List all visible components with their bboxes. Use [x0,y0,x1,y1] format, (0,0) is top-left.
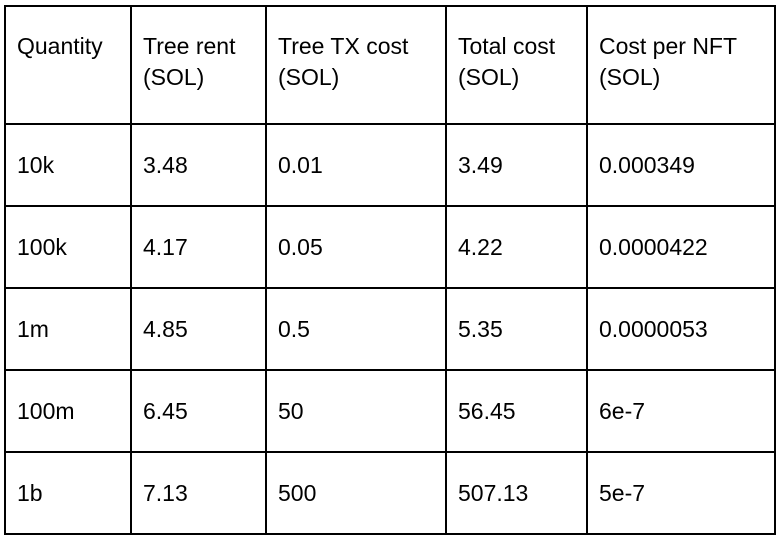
cell-total-cost: 3.49 [445,123,588,207]
header-cost-per-nft: Cost per NFT (SOL) [586,5,776,125]
cell-quantity: 10k [4,123,132,207]
table-row: 1b 7.13 500 507.13 5e-7 [4,451,776,535]
cell-tree-rent: 7.13 [130,451,267,535]
cell-quantity: 100k [4,205,132,289]
cell-cost-per-nft: 5e-7 [586,451,776,535]
cell-cost-per-nft: 0.0000053 [586,287,776,371]
cell-tree-tx-cost: 0.01 [265,123,447,207]
cell-tree-tx-cost: 500 [265,451,447,535]
cell-quantity: 1b [4,451,132,535]
cell-cost-per-nft: 0.0000422 [586,205,776,289]
cost-table: Quantity Tree rent (SOL) Tree TX cost (SOL… [4,5,776,535]
cell-tree-rent: 4.85 [130,287,267,371]
cell-tree-tx-cost: 0.5 [265,287,447,371]
cell-cost-per-nft: 0.000349 [586,123,776,207]
cell-quantity: 1m [4,287,132,371]
table-row: 10k 3.48 0.01 3.49 0.000349 [4,123,776,207]
cell-tree-tx-cost: 0.05 [265,205,447,289]
table-row: 100m 6.45 50 56.45 6e-7 [4,369,776,453]
cell-quantity: 100m [4,369,132,453]
table-row: 100k 4.17 0.05 4.22 0.0000422 [4,205,776,289]
table-row: 1m 4.85 0.5 5.35 0.0000053 [4,287,776,371]
header-quantity: Quantity [4,5,132,125]
header-row: Quantity Tree rent (SOL) Tree TX cost (SOL… [4,5,776,125]
cell-cost-per-nft: 6e-7 [586,369,776,453]
cell-tree-rent: 3.48 [130,123,267,207]
cell-total-cost: 5.35 [445,287,588,371]
cell-total-cost: 507.13 [445,451,588,535]
cell-total-cost: 4.22 [445,205,588,289]
header-tree-rent: Tree rent (SOL) [130,5,267,125]
cell-total-cost: 56.45 [445,369,588,453]
cell-tree-rent: 4.17 [130,205,267,289]
cell-tree-rent: 6.45 [130,369,267,453]
cell-tree-tx-cost: 50 [265,369,447,453]
header-tree-tx-cost: Tree TX cost (SOL) [265,5,447,125]
header-total-cost: Total cost (SOL) [445,5,588,125]
